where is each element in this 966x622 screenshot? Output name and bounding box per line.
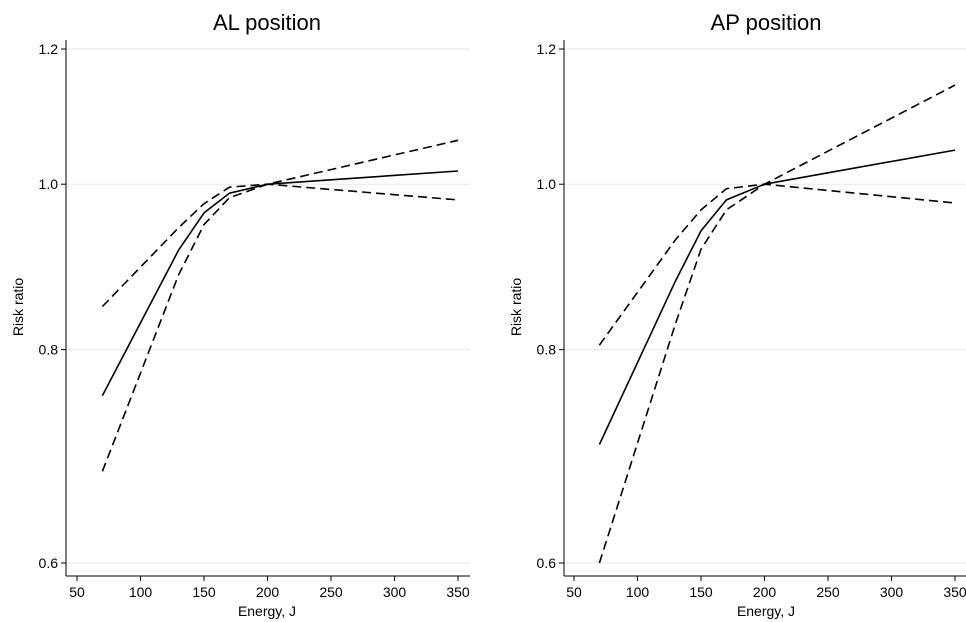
y-tick-label: 1.0 xyxy=(39,176,59,192)
x-tick-label: 100 xyxy=(626,584,650,600)
x-tick-label: 200 xyxy=(256,584,280,600)
chart-title: AP position xyxy=(711,10,822,35)
series-line-ci-b xyxy=(101,139,459,472)
y-tick-label: 0.6 xyxy=(39,555,59,571)
chart-panel-ap: AP position 0.6 0.8 1.0 1.2 50 100 150 200 250 3… xyxy=(508,10,966,619)
series-line-ci-b xyxy=(598,84,956,564)
series-line-ci-a xyxy=(101,183,459,308)
y-axis-label: Risk ratio xyxy=(10,278,26,337)
x-tick-label: 250 xyxy=(816,584,840,600)
x-axis-label: Energy, J xyxy=(238,603,296,619)
y-grid xyxy=(565,48,966,564)
y-tick-label: 0.6 xyxy=(537,555,557,571)
y-tick-label: 1.2 xyxy=(39,41,59,57)
y-tick-label: 0.8 xyxy=(39,342,59,358)
chart-title: AL position xyxy=(213,10,321,35)
y-tick-label: 1.0 xyxy=(537,176,557,192)
y-axis-label: Risk ratio xyxy=(508,278,524,337)
x-ticks: 50 100 150 200 250 300 350 xyxy=(69,576,470,600)
x-ticks: 50 100 150 200 250 300 350 xyxy=(566,576,966,600)
y-grid xyxy=(67,48,470,564)
x-tick-label: 100 xyxy=(129,584,153,600)
y-tick-label: 1.2 xyxy=(537,41,557,57)
series-line-ci-a xyxy=(598,183,956,346)
x-tick-label: 200 xyxy=(753,584,777,600)
x-tick-label: 300 xyxy=(383,584,407,600)
chart-panel-al: AL position 0.6 0.8 1.0 1.2 50 100 150 200 250 3… xyxy=(10,10,470,619)
series-group xyxy=(598,84,956,564)
x-tick-label: 350 xyxy=(943,584,966,600)
x-tick-label: 150 xyxy=(192,584,216,600)
x-tick-label: 350 xyxy=(446,584,470,600)
series-group xyxy=(101,139,459,472)
y-ticks: 0.6 0.8 1.0 1.2 xyxy=(537,41,564,571)
series-line-estimate xyxy=(101,170,459,396)
x-axis-label: Energy, J xyxy=(737,603,795,619)
x-tick-label: 50 xyxy=(566,584,582,600)
x-tick-label: 300 xyxy=(880,584,904,600)
x-tick-label: 250 xyxy=(319,584,343,600)
y-ticks: 0.6 0.8 1.0 1.2 xyxy=(39,41,66,571)
series-line-estimate xyxy=(598,149,956,445)
x-tick-label: 50 xyxy=(69,584,85,600)
y-tick-label: 0.8 xyxy=(537,342,557,358)
x-tick-label: 150 xyxy=(689,584,713,600)
